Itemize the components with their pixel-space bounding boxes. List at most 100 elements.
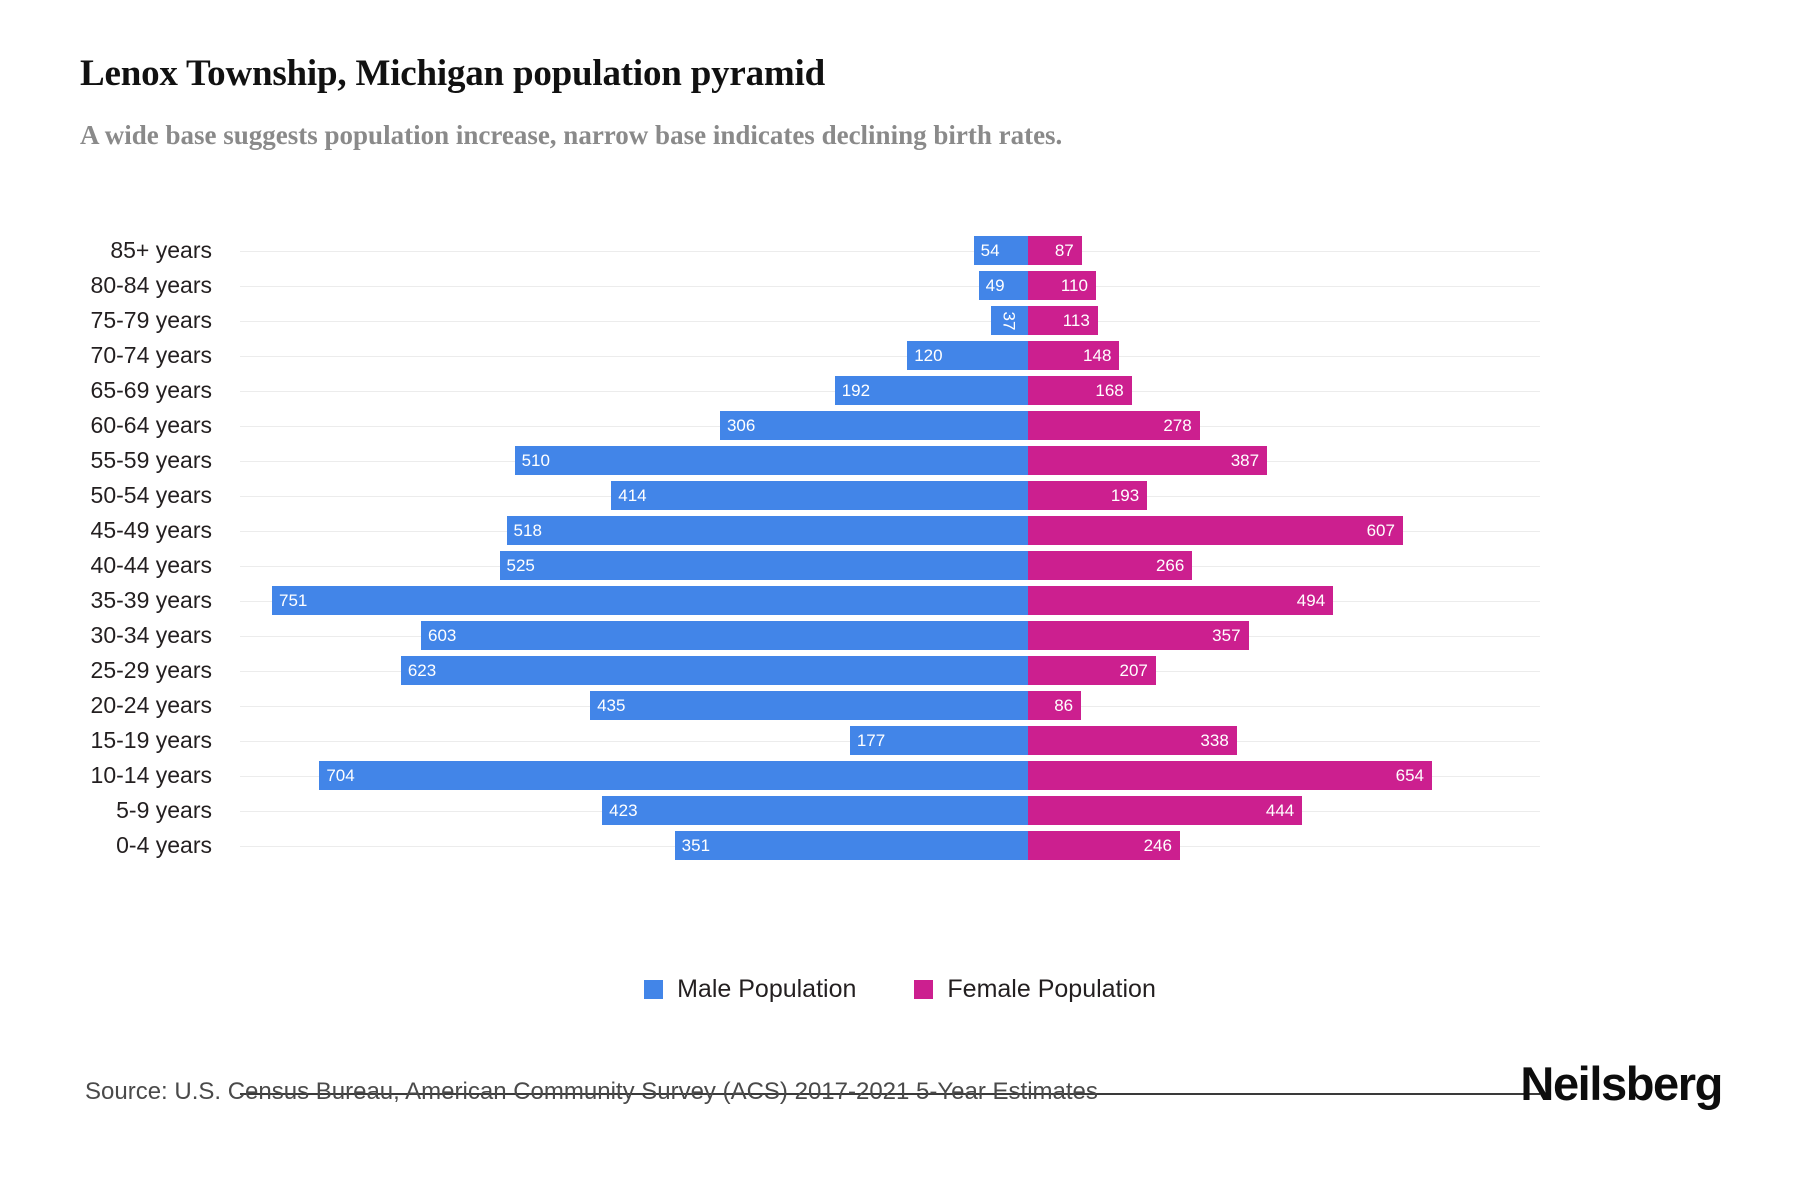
age-group-label: 30-34 years [90,622,212,648]
male-bar-value: 704 [326,766,355,785]
male-bar-value: 49 [985,276,1005,295]
female-bar-value: 607 [1366,521,1395,540]
female-bar-value: 444 [1265,801,1295,820]
male-bar[interactable]: 518 [506,516,1028,545]
female-bar[interactable]: 278 [1028,411,1200,440]
female-bar[interactable]: 86 [1028,691,1082,720]
male-bar[interactable]: 704 [319,761,1028,790]
male-bar[interactable]: 306 [719,411,1028,440]
female-bar[interactable]: 246 [1028,831,1180,860]
female-bar[interactable]: 357 [1028,621,1249,650]
female-bar-value: 266 [1155,556,1185,575]
male-bar[interactable]: 351 [674,831,1028,860]
age-group-label: 55-59 years [90,447,212,473]
female-bar-value: 278 [1163,416,1192,435]
age-group-label: 10-14 years [90,762,212,788]
male-bar-value: 120 [914,346,943,365]
age-group-label: 35-39 years [90,587,212,613]
female-bar-value: 338 [1200,731,1229,750]
female-bar[interactable]: 387 [1028,446,1268,475]
male-bar[interactable]: 192 [834,376,1028,405]
age-group-label: 75-79 years [90,307,212,333]
gridline [240,285,1540,287]
female-bar-value: 148 [1083,346,1112,365]
male-bar[interactable]: 423 [602,796,1028,825]
male-bar-value: 54 [980,241,1000,260]
female-bar[interactable]: 113 [1028,306,1098,335]
male-bar[interactable]: 623 [400,656,1028,685]
age-group-label: 70-74 years [90,342,212,368]
legend-item-female[interactable]: Female Population [914,975,1156,1004]
male-bar-value: 510 [521,451,550,470]
legend-label-female: Female Population [947,975,1156,1003]
female-bar[interactable]: 494 [1028,586,1334,615]
male-bar[interactable]: 603 [420,621,1028,650]
female-bar[interactable]: 87 [1028,236,1082,265]
female-bar-value: 168 [1095,381,1124,400]
male-bar-value: 435 [597,696,626,715]
legend-item-male[interactable]: Male Population [644,975,856,1004]
table-row: 35-39 years 751 494 [0,583,1800,618]
male-bar-value: 623 [407,661,437,680]
male-bar-value: 192 [841,381,871,400]
male-bar[interactable]: 37 [990,306,1028,335]
female-bar[interactable]: 607 [1028,516,1403,545]
female-bar[interactable]: 148 [1028,341,1120,370]
male-bar-value: 177 [856,731,886,750]
male-bar[interactable]: 120 [907,341,1028,370]
male-bar-value: 518 [513,521,542,540]
female-bar-value: 654 [1395,766,1424,785]
age-group-label: 15-19 years [90,727,212,753]
source-note: Source: U.S. Census Bureau, American Com… [85,1078,1098,1105]
table-row: 40-44 years 525 266 [0,548,1800,583]
male-bar[interactable]: 49 [978,271,1028,300]
page-subtitle: A wide base suggests population increase… [80,120,1063,150]
male-bar[interactable]: 751 [272,586,1028,615]
female-bar[interactable]: 444 [1028,796,1303,825]
table-row: 85+ years 54 87 [0,233,1800,268]
age-group-label: 5-9 years [116,797,212,823]
female-bar-value: 113 [1062,311,1090,330]
age-group-label: 20-24 years [90,692,212,718]
male-bar-value: 751 [279,591,308,610]
female-bar-value: 357 [1212,626,1241,645]
female-bar-value: 87 [1054,241,1074,260]
female-bar-value: 494 [1296,591,1326,610]
female-bar[interactable]: 338 [1028,726,1237,755]
age-group-label: 40-44 years [90,552,212,578]
male-bar-value: 423 [609,801,638,820]
legend-label-male: Male Population [677,975,857,1003]
female-bar-value: 387 [1230,451,1260,470]
female-bar[interactable]: 207 [1028,656,1156,685]
table-row: 75-79 years 37 113 [0,303,1800,338]
table-row: 60-64 years 306 278 [0,408,1800,443]
male-bar[interactable]: 510 [514,446,1028,475]
female-bar[interactable]: 110 [1028,271,1096,300]
male-bar[interactable]: 435 [590,691,1028,720]
female-bar-value: 246 [1143,836,1172,855]
age-group-label: 50-54 years [90,482,212,508]
table-row: 25-29 years 623 207 [0,653,1800,688]
female-bar-value: 86 [1054,696,1074,715]
page-title: Lenox Township, Michigan population pyra… [80,53,826,94]
male-bar-value: 306 [726,416,756,435]
gridline [240,355,1540,357]
female-bar[interactable]: 654 [1028,761,1432,790]
female-bar[interactable]: 193 [1028,481,1148,510]
table-row: 0-4 years 351 246 [0,828,1800,863]
table-row: 20-24 years 435 86 [0,688,1800,723]
male-bar[interactable]: 525 [499,551,1028,580]
table-row: 65-69 years 192 168 [0,373,1800,408]
female-bar-value: 207 [1119,661,1148,680]
baseline-axis [240,1093,1540,1095]
chart-legend: Male Population Female Population [0,975,1800,1004]
male-bar[interactable]: 414 [611,481,1028,510]
male-bar[interactable]: 177 [849,726,1028,755]
male-bar[interactable]: 54 [973,236,1028,265]
legend-swatch-female-icon [914,980,934,999]
table-row: 80-84 years 49 110 [0,268,1800,303]
male-bar-value: 603 [427,626,457,645]
age-group-label: 85+ years [110,237,212,263]
female-bar[interactable]: 266 [1028,551,1193,580]
female-bar[interactable]: 168 [1028,376,1132,405]
